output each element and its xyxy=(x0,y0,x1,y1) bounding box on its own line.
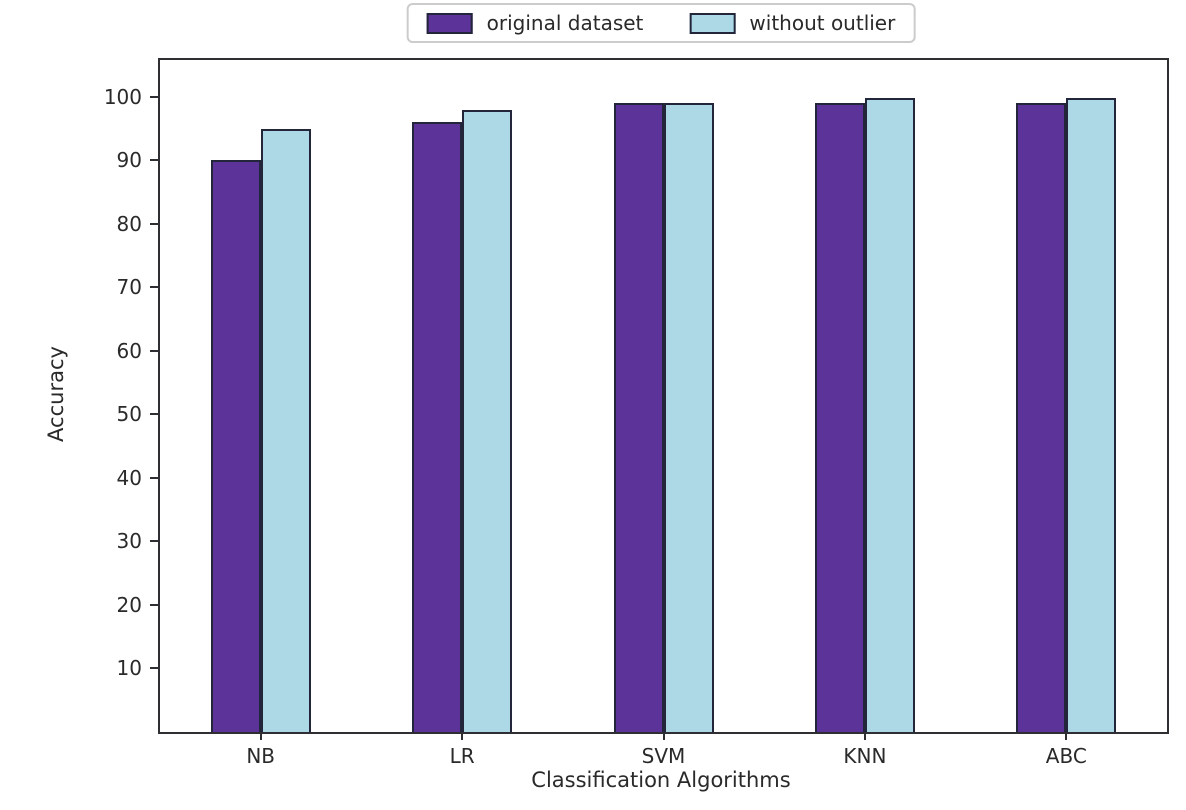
y-tick-label-30: 30 xyxy=(116,529,142,554)
y-tick-label-100: 100 xyxy=(103,84,142,109)
bar-without-outlier-LR xyxy=(462,109,513,732)
bar-without-outlier-ABC xyxy=(1066,98,1117,732)
y-tick-label-70: 70 xyxy=(116,275,142,300)
x-tick-label-ABC: ABC xyxy=(1045,744,1087,768)
bar-without-outlier-KNN xyxy=(864,98,915,732)
x-axis-title: Classification Algorithms xyxy=(531,768,791,792)
legend-label-without-outlier: without outlier xyxy=(749,11,896,35)
y-tick-label-50: 50 xyxy=(116,402,142,427)
x-tick-label-SVM: SVM xyxy=(641,744,686,768)
bar-original-dataset-NB xyxy=(210,160,261,732)
legend-swatch-original-dataset xyxy=(426,12,473,34)
legend-swatch-without-outlier xyxy=(689,12,736,34)
y-tick-40 xyxy=(150,476,158,479)
y-tick-label-90: 90 xyxy=(116,148,142,173)
y-tick-30 xyxy=(150,540,158,543)
y-tick-100 xyxy=(150,95,158,98)
x-tick-KNN xyxy=(863,732,866,740)
y-tick-10 xyxy=(150,667,158,670)
legend-item-without-outlier: without outlier xyxy=(689,11,895,35)
x-tick-ABC xyxy=(1065,732,1068,740)
y-tick-label-80: 80 xyxy=(116,211,142,236)
x-tick-NB xyxy=(259,732,262,740)
y-tick-80 xyxy=(150,222,158,225)
bar-without-outlier-SVM xyxy=(663,103,714,732)
y-tick-label-10: 10 xyxy=(116,656,142,681)
bar-original-dataset-SVM xyxy=(613,103,664,732)
y-tick-label-60: 60 xyxy=(116,338,142,363)
y-tick-60 xyxy=(150,349,158,352)
legend: original dataset without outlier xyxy=(406,3,916,43)
x-tick-LR xyxy=(461,732,464,740)
bar-original-dataset-LR xyxy=(412,122,463,732)
y-tick-90 xyxy=(150,159,158,162)
y-tick-50 xyxy=(150,413,158,416)
bar-without-outlier-NB xyxy=(260,128,311,732)
y-tick-70 xyxy=(150,286,158,289)
y-tick-label-40: 40 xyxy=(116,465,142,490)
x-tick-SVM xyxy=(662,732,665,740)
bar-original-dataset-KNN xyxy=(814,103,865,732)
x-tick-label-LR: LR xyxy=(449,744,475,768)
y-axis-title: Accuracy xyxy=(44,346,68,442)
plot-area: 10 20 30 40 50 60 70 80 90 100 NB LR SVM KNN ABC xyxy=(104,58,1169,768)
legend-label-original-dataset: original dataset xyxy=(486,11,644,35)
y-tick-label-20: 20 xyxy=(116,592,142,617)
bar-original-dataset-ABC xyxy=(1016,103,1067,732)
x-tick-label-KNN: KNN xyxy=(843,744,887,768)
x-tick-label-NB: NB xyxy=(246,744,276,768)
y-tick-20 xyxy=(150,603,158,606)
legend-item-original-dataset: original dataset xyxy=(426,11,644,35)
